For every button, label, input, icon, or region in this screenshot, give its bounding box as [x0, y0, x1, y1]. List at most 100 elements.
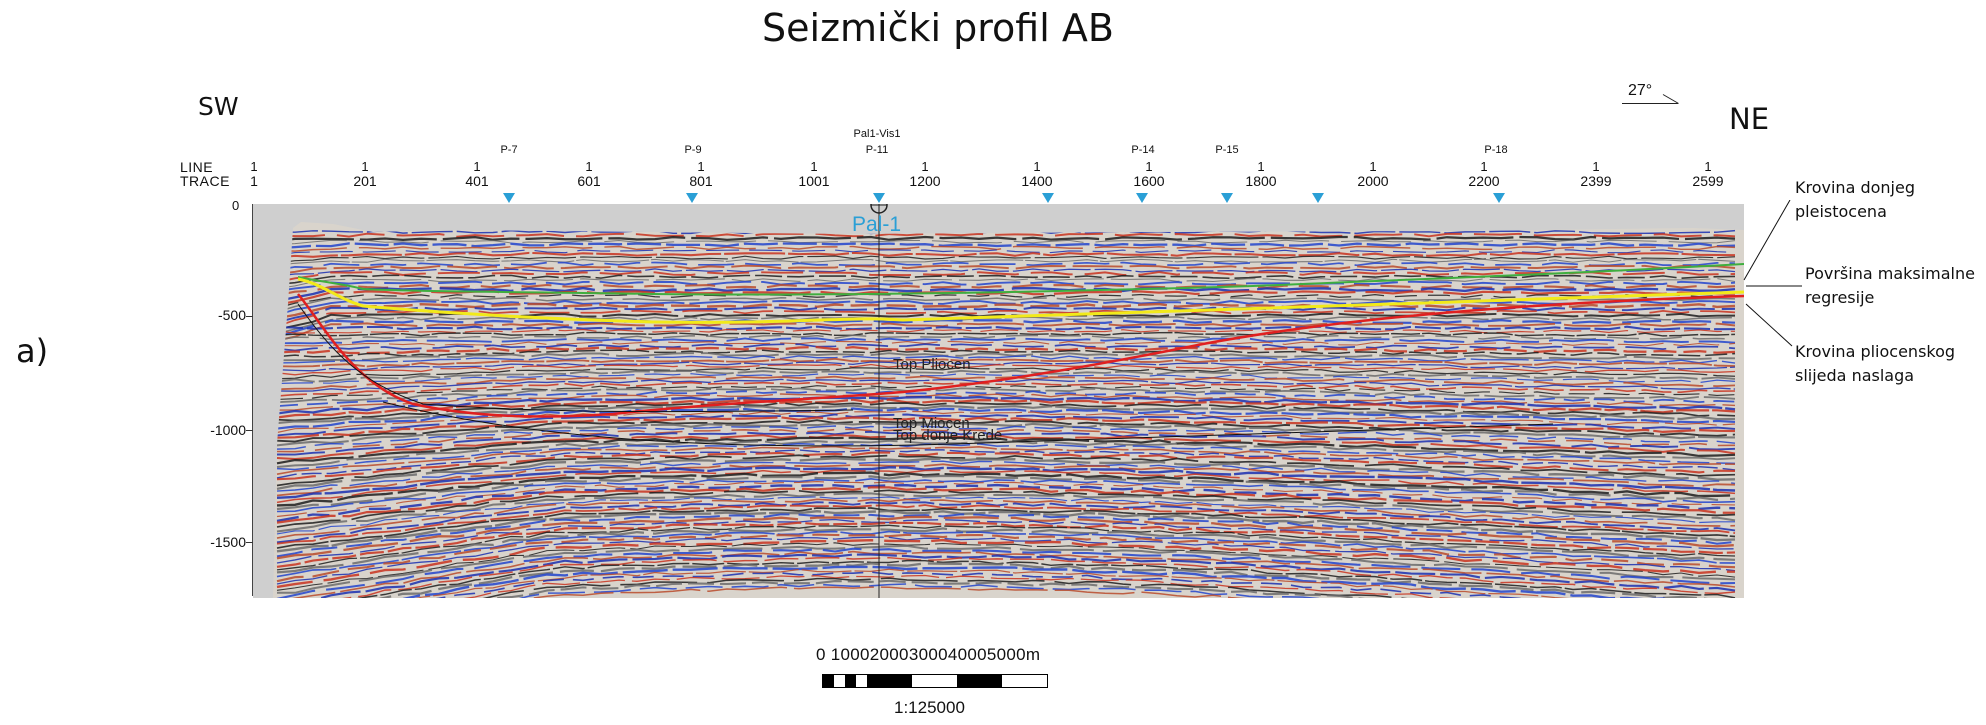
- well-label-p14: P-14: [1131, 144, 1155, 156]
- reflector-line: [276, 477, 1736, 513]
- line-axis-label: LINE: [180, 159, 214, 175]
- line-value: 1: [473, 159, 481, 174]
- line-value: 1: [1369, 159, 1377, 174]
- reflector-line: [276, 492, 1736, 533]
- reflector-line: [276, 404, 1736, 425]
- reflector-line: [276, 355, 1736, 364]
- scale-segment: [834, 675, 845, 687]
- reflector-line: [276, 466, 1736, 499]
- reflector-line: [276, 375, 1736, 391]
- reflector-line: [276, 518, 1736, 564]
- trace-value: 801: [689, 173, 713, 189]
- reflector-line: [276, 542, 1736, 591]
- reflector-line: [276, 527, 1736, 574]
- reflector-line: [276, 372, 1736, 385]
- scale-segment: [912, 675, 957, 687]
- reflector-line: [276, 507, 1736, 549]
- well-marker-icon: [1042, 193, 1054, 203]
- reflector-line: [276, 460, 1736, 492]
- orientation-ne-label: NE: [1729, 102, 1770, 136]
- reflector-line: [276, 419, 1736, 443]
- trace-value: 2399: [1580, 173, 1612, 189]
- scale-segment: [957, 675, 1002, 687]
- reflector-line: [276, 302, 1736, 320]
- annotation-leaders: [1743, 200, 1802, 347]
- reflector-line: [317, 553, 1736, 598]
- reflector-line: [276, 325, 1736, 331]
- azimuth-line: [1622, 103, 1678, 104]
- trace-value: 601: [577, 173, 601, 189]
- reflector-line: [276, 361, 1736, 372]
- reflector-line: [435, 571, 1525, 598]
- well-label-pal1-vis1: Pal1-Vis1: [853, 128, 901, 140]
- well-label-p9: P-9: [684, 144, 702, 156]
- depth-tick: [246, 316, 254, 317]
- reflectors: [253, 204, 1744, 598]
- reflector-line: [482, 577, 1434, 598]
- reflector-line: [276, 474, 1736, 511]
- depth-label: -500: [217, 307, 246, 323]
- reflector-line: [489, 579, 1366, 598]
- reflector-line: [276, 369, 1736, 383]
- reflector-line: [276, 255, 1736, 264]
- scale-ratio: 1:125000: [894, 698, 965, 717]
- scale-numbers: 0 10002000300040005000m: [816, 645, 1041, 664]
- reflector-line: [276, 245, 1736, 252]
- trace-value: 2000: [1357, 173, 1389, 189]
- trace-value: 1400: [1021, 173, 1053, 189]
- reflector-line: [356, 559, 1736, 598]
- reflector-line: [276, 390, 1736, 407]
- scale-segment: [1002, 675, 1047, 687]
- reflector-line: [276, 366, 1736, 380]
- reflector-line: [276, 242, 1736, 250]
- reflector-line: [401, 565, 1668, 598]
- reflector-line: [276, 328, 1736, 334]
- line-value: 1: [1704, 159, 1712, 174]
- well-marker-icon: [686, 193, 698, 203]
- reflector-line: [276, 515, 1736, 560]
- line-value: 1: [1257, 159, 1265, 174]
- annotation-text: slijeda naslaga: [1795, 366, 1915, 385]
- horizon-pleistocene-top: [297, 263, 1744, 296]
- reflector-line: [415, 568, 1570, 598]
- well-marker-icon: [1312, 193, 1324, 203]
- reflector-line: [276, 501, 1736, 544]
- reflector-line: [276, 481, 1736, 518]
- depth-zero-label: 0: [232, 198, 240, 213]
- reflector-line: [277, 352, 1736, 362]
- line-value: 1: [361, 159, 369, 174]
- reflector-line: [276, 469, 1736, 504]
- borehole-label: Pal-1: [852, 213, 902, 236]
- reflector-line: [276, 521, 1736, 568]
- depth-axis: [252, 204, 253, 596]
- line-value: 1: [921, 159, 929, 174]
- trace-axis-label: TRACE: [180, 173, 230, 189]
- reflector-line: [276, 533, 1736, 583]
- reflector-line: [276, 258, 1736, 266]
- well-marker-icon: [873, 193, 885, 203]
- reflector-line: [276, 232, 1736, 238]
- trace-value: 201: [353, 173, 377, 189]
- annotation-pliocene: Krovina pliocenskog slijeda naslaga: [1795, 340, 1955, 388]
- reflector-line: [276, 393, 1736, 411]
- reflector-line: [276, 378, 1736, 392]
- reflector-line: [276, 293, 1735, 309]
- trace-value: 1: [250, 173, 258, 189]
- reflector-line: [276, 334, 1736, 341]
- reflector-line: [276, 283, 1736, 297]
- reflector-line: [276, 445, 1736, 475]
- annotation-pleistocene: Krovina donjeg pleistocena: [1795, 176, 1915, 224]
- trace-value: 1600: [1133, 173, 1165, 189]
- well-marker-icon: [1136, 193, 1148, 203]
- horizon-label-top-donje-krede: Top donje Krede: [893, 427, 1003, 444]
- well-marker-icon: [503, 193, 515, 203]
- reflector-line: [276, 498, 1736, 539]
- well-label-p11: P-11: [865, 144, 889, 156]
- reflector-line: [292, 550, 1736, 598]
- reflector-line: [276, 513, 1736, 558]
- reflector-line: [276, 454, 1736, 487]
- annotation-max-regression: Površina maksimalne regresije: [1805, 262, 1975, 310]
- reflector-line: [276, 434, 1736, 460]
- line-value: 1: [1592, 159, 1600, 174]
- seismic-section: [253, 204, 1744, 598]
